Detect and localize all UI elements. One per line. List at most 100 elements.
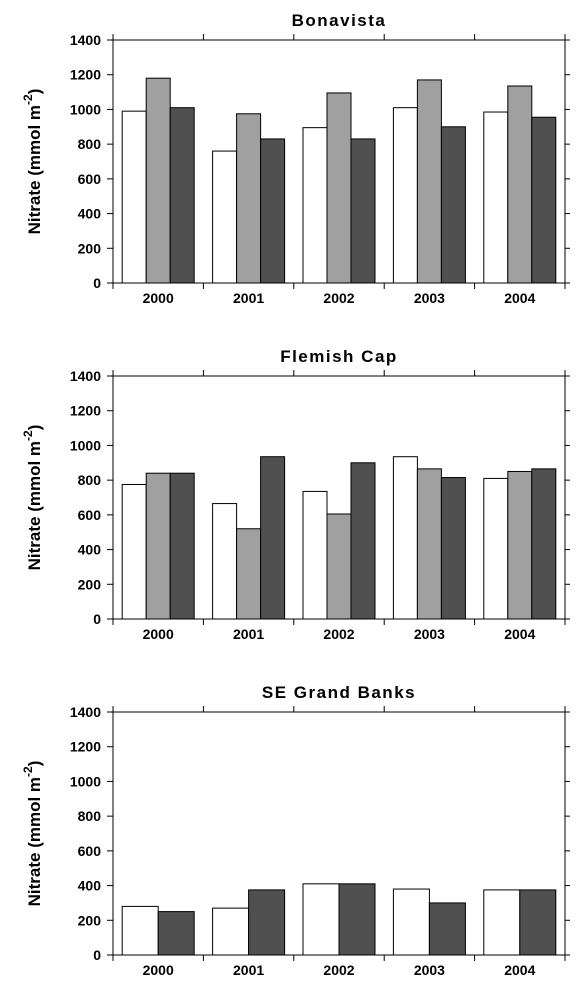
bar [212,907,250,956]
chart-title: Flemish Cap [280,347,398,366]
y-tick-label: 200 [78,912,102,928]
y-tick-label: 200 [78,576,102,592]
y-tick-label: 1200 [70,67,101,83]
bar [302,490,328,620]
bar [519,889,557,956]
bar [169,472,195,620]
bar [428,902,466,956]
bar [531,116,557,284]
bar [212,150,238,284]
x-tick-label: 2004 [504,962,535,978]
chart-panel: Flemish Cap Nitrate (mmol m-2) 0 200 400 600 8… [21,347,570,642]
bar [440,477,466,620]
y-axis-label-end: ) [25,425,44,431]
y-tick-label: 1000 [70,773,101,789]
y-tick-label: 1000 [70,437,101,453]
bar [483,477,509,620]
bar [350,462,376,620]
x-tick-label: 2000 [143,290,174,306]
y-tick-label: 800 [78,472,102,488]
y-tick-label: 800 [78,808,102,824]
y-tick-label: 1200 [70,403,101,419]
y-axis-label-sup: -2 [21,94,35,105]
y-axis-label-sup: -2 [21,430,35,441]
y-tick-label: 0 [93,611,101,627]
x-tick-label: 2002 [323,290,354,306]
bar [260,138,286,284]
x-tick-label: 2000 [143,962,174,978]
bar [326,92,352,284]
plot-frame [112,711,566,956]
x-tick-label: 2002 [323,626,354,642]
plot-frame [112,375,566,620]
y-tick-label: 1000 [70,101,101,117]
y-tick-label: 200 [78,240,102,256]
x-tick-label: 2000 [143,626,174,642]
bar [248,889,286,956]
bar [440,126,466,284]
bar [416,468,442,620]
y-axis-label: Nitrate (mmol m-2) [21,761,44,907]
chart-title: Bonavista [292,11,387,30]
bar [483,111,509,284]
y-tick-label: 600 [78,171,102,187]
bar [338,883,376,956]
bar [121,905,159,956]
y-tick-label: 800 [78,136,102,152]
y-tick-label: 400 [78,542,102,558]
bar [507,470,533,620]
x-tick-label: 2001 [233,290,264,306]
x-tick-label: 2003 [414,626,445,642]
y-tick-label: 1400 [70,704,101,720]
bar [236,528,262,620]
y-tick-label: 1400 [70,32,101,48]
y-tick-label: 1200 [70,739,101,755]
y-axis-label: Nitrate (mmol m-2) [21,89,44,235]
x-tick-label: 2001 [233,626,264,642]
plot-frame [112,39,566,284]
bar [121,483,147,620]
y-axis-label-text: Nitrate (mmol m [25,777,44,906]
bar [302,127,328,284]
x-tick-label: 2003 [414,290,445,306]
bar [392,107,418,284]
y-axis-label-end: ) [25,761,44,767]
chart-panel: SE Grand Banks Nitrate (mmol m-2) 0 200 400 6… [21,683,570,978]
bar [169,107,195,284]
y-tick-label: 400 [78,878,102,894]
bar [145,472,171,620]
bar [483,889,521,956]
bar [392,456,418,620]
x-tick-label: 2004 [504,626,535,642]
y-axis-label-sup: -2 [21,766,35,777]
x-tick-label: 2003 [414,962,445,978]
bar [326,513,352,620]
x-tick-label: 2001 [233,962,264,978]
bar [212,503,238,620]
bar [121,110,147,284]
y-axis-label-text: Nitrate (mmol m [25,105,44,234]
bar [507,85,533,284]
bar [350,138,376,284]
x-tick-label: 2004 [504,290,535,306]
y-axis-label-text: Nitrate (mmol m [25,441,44,570]
y-tick-label: 600 [78,843,102,859]
y-tick-label: 400 [78,206,102,222]
y-axis-label-end: ) [25,89,44,95]
y-tick-label: 1400 [70,368,101,384]
y-tick-label: 0 [93,275,101,291]
bar [145,77,171,284]
y-tick-label: 0 [93,947,101,963]
bar [302,883,340,956]
bar [260,456,286,620]
x-tick-label: 2002 [323,962,354,978]
chart-title: SE Grand Banks [262,683,416,702]
chart-panel: Bonavista Nitrate (mmol m-2) 0 200 400 600 800… [21,11,570,306]
y-tick-label: 600 [78,507,102,523]
y-axis-label: Nitrate (mmol m-2) [21,425,44,571]
bar [392,888,430,956]
bar [157,911,195,956]
bar [531,468,557,620]
bar [416,79,442,284]
